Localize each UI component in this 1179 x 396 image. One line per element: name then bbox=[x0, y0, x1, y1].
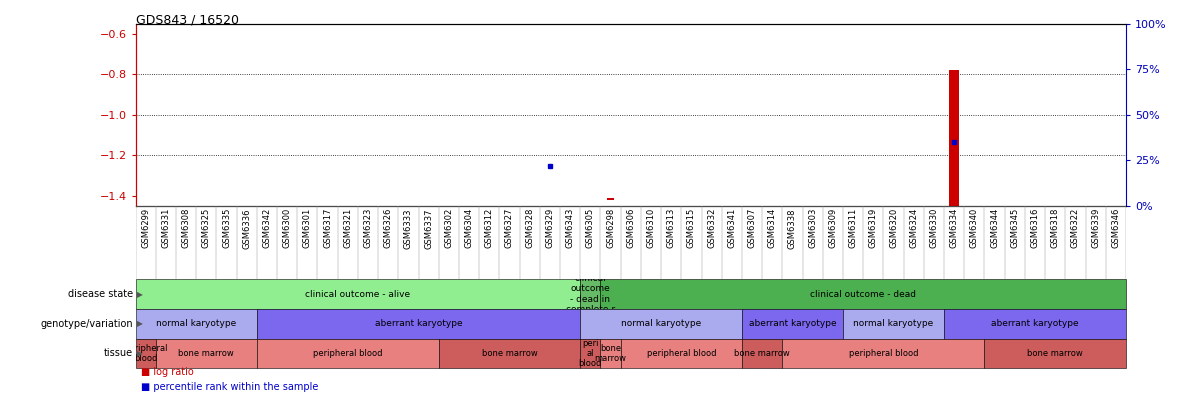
Text: GDS843 / 16520: GDS843 / 16520 bbox=[136, 14, 238, 27]
Text: GSM6323: GSM6323 bbox=[363, 208, 373, 249]
Bar bbox=[136, 339, 156, 368]
Text: GSM6343: GSM6343 bbox=[566, 208, 574, 249]
Bar bbox=[600, 339, 620, 368]
Text: GSM6305: GSM6305 bbox=[586, 208, 595, 248]
Bar bbox=[580, 309, 742, 339]
Text: GSM6329: GSM6329 bbox=[546, 208, 554, 248]
Text: GSM6311: GSM6311 bbox=[849, 208, 857, 248]
Text: clinical outcome - alive: clinical outcome - alive bbox=[305, 289, 410, 299]
Bar bbox=[156, 339, 257, 368]
Text: GSM6322: GSM6322 bbox=[1071, 208, 1080, 248]
Text: ■ log ratio: ■ log ratio bbox=[141, 367, 195, 377]
Text: GSM6338: GSM6338 bbox=[788, 208, 797, 249]
Text: aberrant karyotype: aberrant karyotype bbox=[375, 319, 462, 328]
Text: GSM6302: GSM6302 bbox=[444, 208, 454, 248]
Text: GSM6342: GSM6342 bbox=[263, 208, 271, 248]
Bar bbox=[949, 70, 960, 206]
Text: GSM6324: GSM6324 bbox=[909, 208, 918, 248]
Bar bbox=[783, 339, 984, 368]
Bar bbox=[257, 309, 580, 339]
Text: clinical
outcome
- dead in
complete r: clinical outcome - dead in complete r bbox=[566, 274, 615, 314]
Text: bone marrow: bone marrow bbox=[735, 349, 790, 358]
Bar bbox=[439, 339, 580, 368]
Text: GSM6316: GSM6316 bbox=[1030, 208, 1040, 249]
Text: GSM6344: GSM6344 bbox=[990, 208, 999, 248]
Text: normal karyotype: normal karyotype bbox=[156, 319, 236, 328]
Text: GSM6317: GSM6317 bbox=[323, 208, 332, 249]
Text: GSM6345: GSM6345 bbox=[1010, 208, 1020, 248]
Text: peripheral blood: peripheral blood bbox=[646, 349, 716, 358]
Text: GSM6310: GSM6310 bbox=[646, 208, 656, 248]
Text: disease state: disease state bbox=[68, 289, 133, 299]
Bar bbox=[944, 309, 1126, 339]
Text: GSM6335: GSM6335 bbox=[222, 208, 231, 249]
Bar bbox=[600, 279, 1126, 309]
Text: GSM6332: GSM6332 bbox=[707, 208, 716, 249]
Text: GSM6308: GSM6308 bbox=[182, 208, 191, 249]
Text: GSM6300: GSM6300 bbox=[283, 208, 291, 248]
Text: GSM6325: GSM6325 bbox=[202, 208, 211, 248]
Text: GSM6321: GSM6321 bbox=[343, 208, 353, 248]
Text: GSM6330: GSM6330 bbox=[929, 208, 938, 249]
Bar bbox=[742, 339, 783, 368]
Text: clinical outcome - dead: clinical outcome - dead bbox=[810, 289, 916, 299]
Text: GSM6304: GSM6304 bbox=[465, 208, 474, 248]
Text: GSM6319: GSM6319 bbox=[869, 208, 878, 248]
Bar bbox=[620, 339, 742, 368]
Text: GSM6298: GSM6298 bbox=[606, 208, 615, 248]
Text: peripheral blood: peripheral blood bbox=[849, 349, 918, 358]
Text: bone marrow: bone marrow bbox=[1027, 349, 1084, 358]
Text: bone
marrow: bone marrow bbox=[594, 344, 626, 363]
Text: GSM6307: GSM6307 bbox=[747, 208, 757, 249]
Text: GSM6337: GSM6337 bbox=[424, 208, 433, 249]
Text: GSM6334: GSM6334 bbox=[949, 208, 959, 249]
Text: GSM6314: GSM6314 bbox=[768, 208, 777, 248]
Bar bbox=[136, 309, 257, 339]
Text: genotype/variation: genotype/variation bbox=[40, 319, 133, 329]
Text: GSM6301: GSM6301 bbox=[303, 208, 312, 248]
Text: GSM6299: GSM6299 bbox=[141, 208, 150, 248]
Text: GSM6318: GSM6318 bbox=[1050, 208, 1060, 249]
Text: GSM6331: GSM6331 bbox=[162, 208, 171, 249]
Bar bbox=[580, 339, 600, 368]
Text: tissue: tissue bbox=[104, 348, 133, 358]
Text: ▶: ▶ bbox=[137, 289, 143, 299]
Bar bbox=[580, 279, 600, 309]
Text: GSM6340: GSM6340 bbox=[970, 208, 979, 248]
Text: GSM6346: GSM6346 bbox=[1112, 208, 1120, 249]
Text: aberrant karyotype: aberrant karyotype bbox=[749, 319, 836, 328]
Bar bbox=[257, 339, 439, 368]
Text: GSM6313: GSM6313 bbox=[666, 208, 676, 249]
Text: GSM6341: GSM6341 bbox=[727, 208, 737, 248]
Text: GSM6315: GSM6315 bbox=[687, 208, 696, 248]
Bar bbox=[984, 339, 1126, 368]
Text: GSM6306: GSM6306 bbox=[626, 208, 635, 249]
Text: peripheral blood: peripheral blood bbox=[314, 349, 382, 358]
Text: peri
al
blood: peri al blood bbox=[579, 339, 602, 368]
Text: bone marrow: bone marrow bbox=[178, 349, 235, 358]
Text: GSM6336: GSM6336 bbox=[242, 208, 251, 249]
Text: aberrant karyotype: aberrant karyotype bbox=[992, 319, 1079, 328]
Bar bbox=[742, 309, 843, 339]
Text: GSM6339: GSM6339 bbox=[1091, 208, 1100, 249]
Text: GSM6326: GSM6326 bbox=[383, 208, 393, 249]
Text: GSM6327: GSM6327 bbox=[505, 208, 514, 249]
Text: GSM6312: GSM6312 bbox=[485, 208, 494, 248]
Bar bbox=[843, 309, 944, 339]
Text: GSM6333: GSM6333 bbox=[404, 208, 413, 249]
Text: bone marrow: bone marrow bbox=[481, 349, 538, 358]
Bar bbox=[136, 279, 580, 309]
Text: GSM6309: GSM6309 bbox=[829, 208, 837, 248]
Text: GSM6303: GSM6303 bbox=[808, 208, 817, 249]
Text: normal karyotype: normal karyotype bbox=[854, 319, 934, 328]
Text: normal karyotype: normal karyotype bbox=[621, 319, 702, 328]
Text: ▶: ▶ bbox=[137, 349, 143, 358]
Text: peripheral
blood: peripheral blood bbox=[124, 344, 167, 363]
Text: GSM6328: GSM6328 bbox=[525, 208, 534, 249]
Text: GSM6320: GSM6320 bbox=[889, 208, 898, 248]
Bar bbox=[607, 198, 614, 200]
Text: ■ percentile rank within the sample: ■ percentile rank within the sample bbox=[141, 382, 318, 392]
Text: ▶: ▶ bbox=[137, 319, 143, 328]
